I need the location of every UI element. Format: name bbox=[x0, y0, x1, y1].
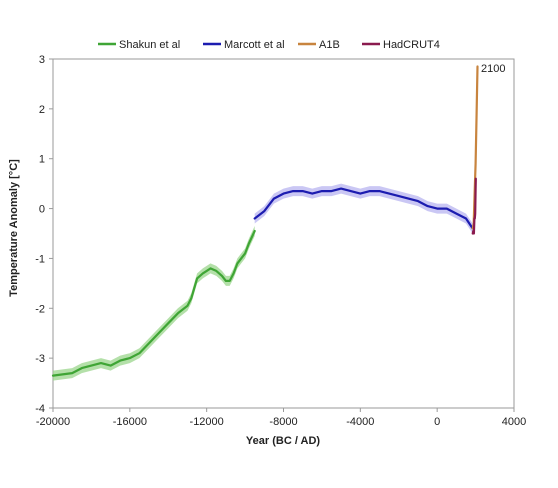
band-marcott-et-al bbox=[254, 183, 473, 234]
y-tick-label: 1 bbox=[39, 154, 45, 166]
x-tick-label: -12000 bbox=[190, 416, 224, 428]
y-tick-label: 2 bbox=[39, 104, 45, 116]
x-tick-label: -4000 bbox=[346, 416, 374, 428]
legend: Shakun et al Marcott et al A1B HadCRUT4 bbox=[98, 39, 440, 51]
y-axis-ticks: -4 -3 -2 -1 0 1 2 3 bbox=[35, 54, 53, 415]
y-tick-label: -2 bbox=[35, 303, 45, 315]
y-tick-label: -1 bbox=[35, 253, 45, 265]
annotation-2100: 2100 bbox=[481, 63, 505, 75]
uncertainty-bands bbox=[53, 183, 473, 381]
series-line-hadcrut4 bbox=[471, 177, 477, 235]
x-tick-label: 0 bbox=[434, 416, 440, 428]
y-tick-label: -3 bbox=[35, 353, 45, 365]
legend-label-a1b: A1B bbox=[319, 39, 340, 51]
x-tick-label: 4000 bbox=[502, 416, 526, 428]
y-tick-label: 0 bbox=[39, 204, 45, 216]
x-tick-label: -20000 bbox=[36, 416, 70, 428]
legend-label-shakun-et-al: Shakun et al bbox=[119, 39, 180, 51]
x-axis-title: Year (BC / AD) bbox=[246, 435, 321, 447]
x-tick-label: -16000 bbox=[113, 416, 147, 428]
x-axis-ticks: -20000 -16000 -12000 -8000 -4000 0 4000 bbox=[36, 408, 526, 428]
legend-label-hadcrut4: HadCRUT4 bbox=[383, 39, 440, 51]
plot-frame bbox=[52, 58, 515, 409]
y-tick-label: 3 bbox=[39, 54, 45, 66]
series-line-shakun-et-al bbox=[51, 229, 256, 377]
x-tick-label: -8000 bbox=[269, 416, 297, 428]
series-lines bbox=[51, 65, 479, 377]
y-tick-label: -4 bbox=[35, 403, 45, 415]
legend-label-marcott-et-al: Marcott et al bbox=[224, 39, 285, 51]
series-line-marcott-et-al bbox=[253, 187, 474, 230]
y-axis-title: Temperature Anomaly [°C] bbox=[8, 159, 20, 297]
